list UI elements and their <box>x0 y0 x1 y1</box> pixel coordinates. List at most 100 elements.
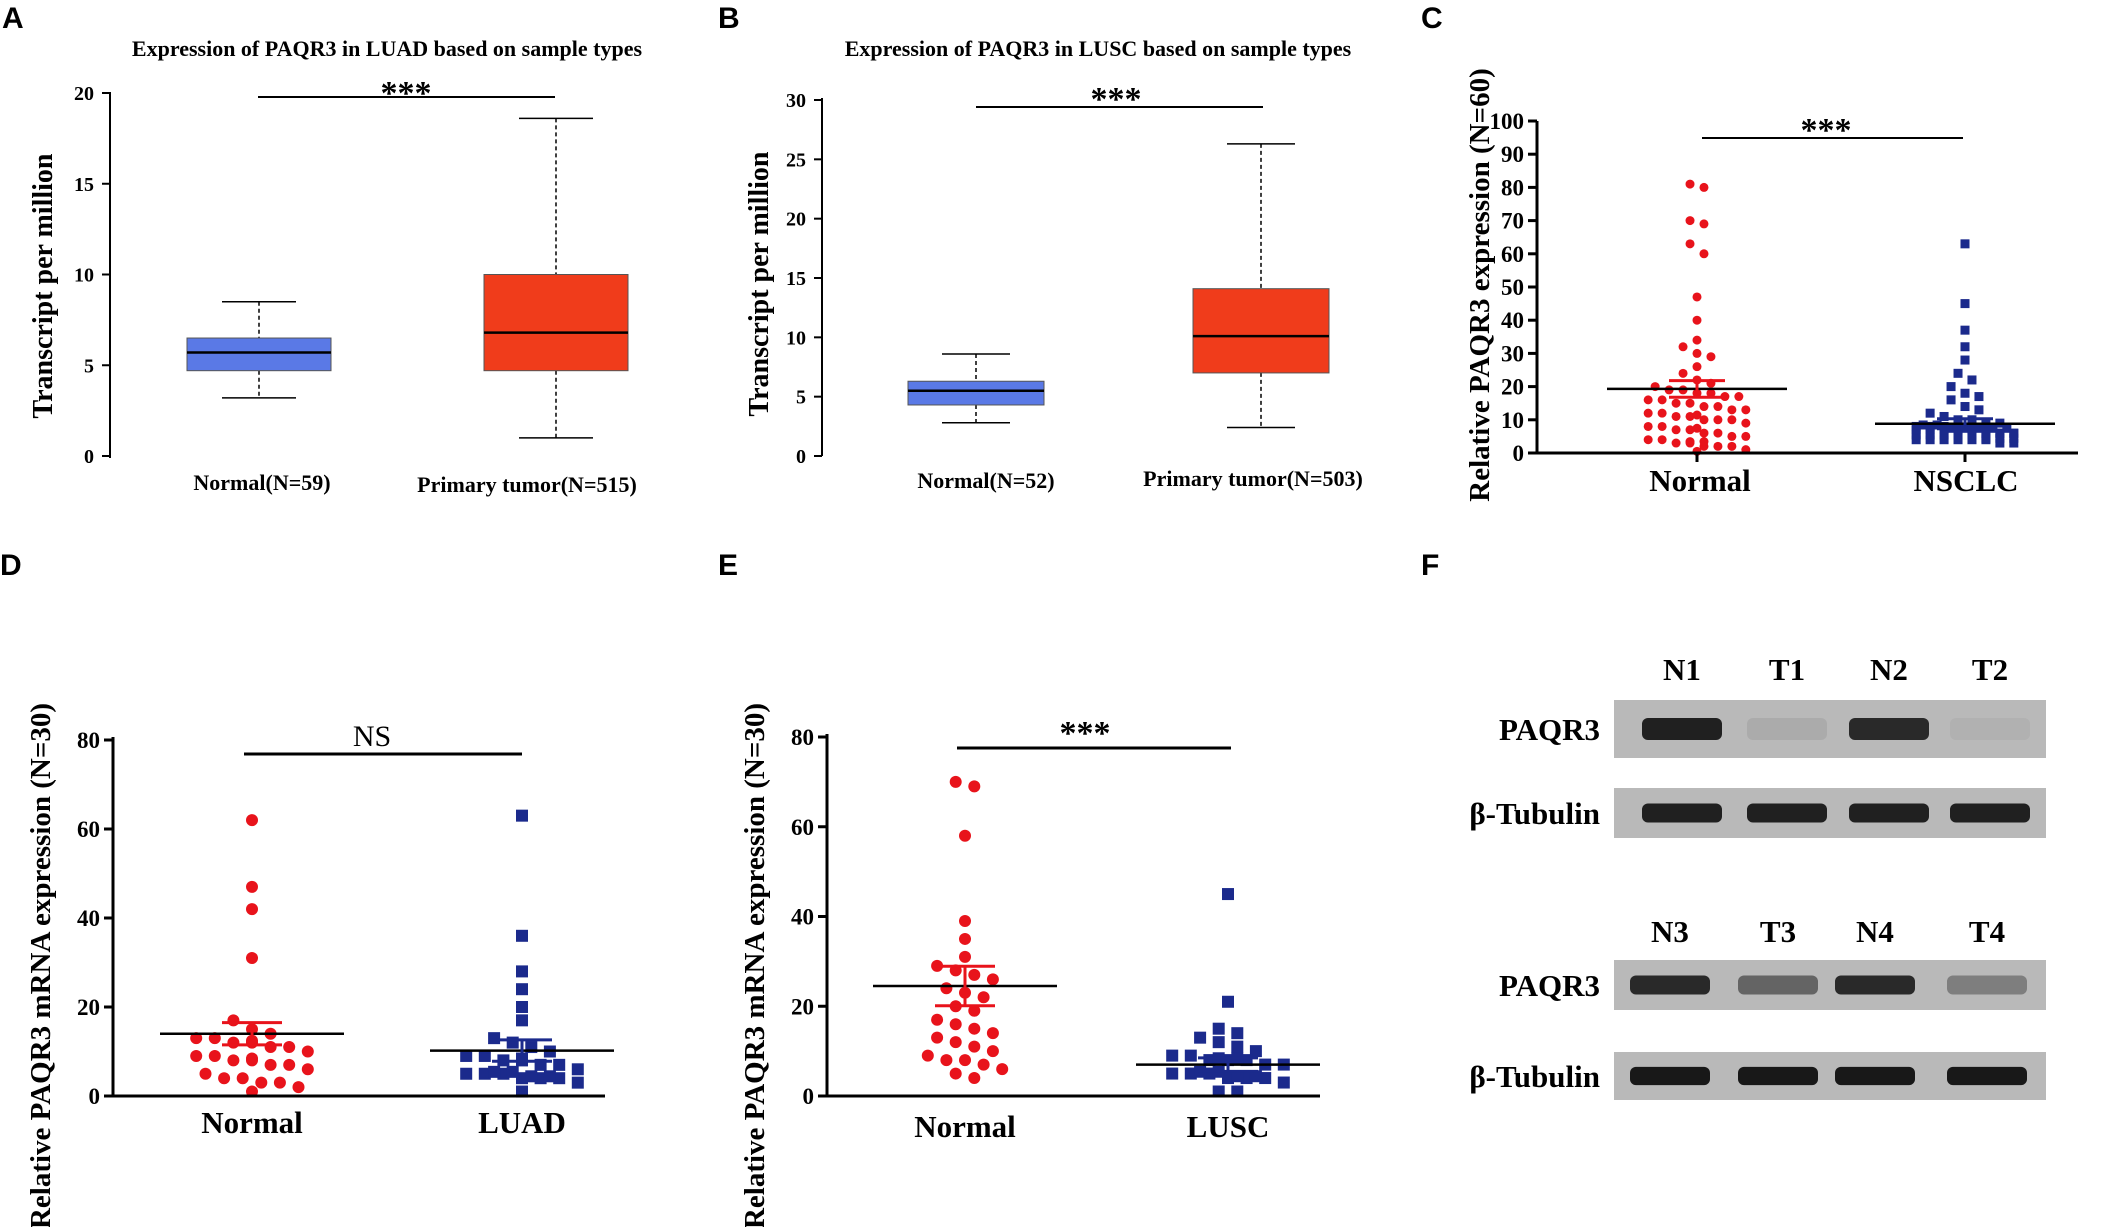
panel-e-stats <box>873 964 1320 1073</box>
panel-c-points <box>1643 179 2019 456</box>
data-point-nsclc <box>1911 430 1921 440</box>
data-point-normal <box>1692 410 1702 420</box>
data-point-normal <box>1692 362 1702 372</box>
data-point-normal <box>1713 428 1723 438</box>
data-point-normal <box>246 880 258 893</box>
data-point-normal <box>264 1058 277 1071</box>
y-tick-label: 40 <box>791 905 814 930</box>
data-point-luad <box>553 1058 566 1071</box>
y-tick-label: 0 <box>89 1084 101 1109</box>
data-point-nsclc <box>1967 420 1977 430</box>
data-point-normal <box>246 1052 258 1065</box>
data-point-nsclc <box>1911 435 1921 445</box>
y-tick-label: 0 <box>803 1084 815 1109</box>
blot-row-label: PAQR3 <box>1499 968 1600 1003</box>
panel-f-western-blots: N1 T1 N2 T2 PAQR3 β-Tubulin N3 T3 N4 T4 PAQR3 β-Tub… <box>1469 652 2046 1100</box>
y-tick-label: 20 <box>786 209 806 231</box>
data-point-normal <box>1699 415 1709 425</box>
y-tick-label: 15 <box>786 268 806 290</box>
data-point-normal <box>940 1054 953 1067</box>
data-point-nsclc <box>2009 438 2019 448</box>
panel-b-category-normal: Normal(N=52) <box>917 468 1054 493</box>
data-point-normal <box>1699 437 1709 447</box>
data-point-luad <box>516 1014 528 1027</box>
data-point-lusc <box>1222 1072 1234 1085</box>
y-tick-label: 10 <box>786 327 806 349</box>
data-point-normal <box>1671 398 1681 408</box>
data-point-nsclc <box>1939 435 1949 445</box>
data-point-normal <box>931 1013 944 1026</box>
data-point-normal <box>1734 392 1744 402</box>
data-point-normal <box>1685 398 1695 408</box>
y-tick-label: 90 <box>1501 142 1524 167</box>
data-point-lusc <box>1194 1031 1207 1044</box>
data-point-nsclc <box>1925 430 1935 440</box>
panel-a-y-label: Transcript per million <box>28 153 59 418</box>
data-point-nsclc <box>1981 428 1991 438</box>
panel-e-category-normal: Normal <box>914 1109 1016 1144</box>
blot-band <box>1630 975 1710 995</box>
blot-block: N1 T1 N2 T2 PAQR3 β-Tubulin <box>1469 652 2046 838</box>
data-point-normal <box>208 1032 221 1045</box>
data-point-normal <box>1713 415 1723 425</box>
blot-band <box>1849 803 1929 823</box>
y-tick-label: 10 <box>1501 408 1524 433</box>
data-point-nsclc <box>1953 420 1963 430</box>
box-iqr <box>907 380 1045 406</box>
data-point-luad <box>534 1072 547 1085</box>
y-tick-label: 20 <box>77 995 100 1020</box>
blot-band <box>1835 975 1915 995</box>
data-point-normal <box>1727 405 1737 415</box>
lane-label: T4 <box>1969 914 2005 949</box>
data-point-normal <box>1699 249 1709 259</box>
blot-band <box>1630 1066 1710 1086</box>
blot-band <box>1835 1066 1915 1086</box>
data-point-luad <box>516 983 528 996</box>
data-point-normal <box>208 1049 221 1062</box>
panel-e-points <box>921 775 1290 1098</box>
panel-b-title: Expression of PAQR3 in LUSC based on sam… <box>845 36 1352 61</box>
panel-b: B Expression of PAQR3 in LUSC based on s… <box>718 2 1363 493</box>
y-tick-label: 60 <box>77 817 100 842</box>
panel-b-category-tumor: Primary tumor(N=503) <box>1143 466 1363 491</box>
data-point-normal <box>1657 421 1667 431</box>
data-point-normal <box>986 1045 999 1058</box>
data-point-nsclc <box>1946 395 1956 405</box>
data-point-normal <box>959 829 971 842</box>
data-point-normal <box>1699 402 1709 412</box>
panel-a-category-tumor: Primary tumor(N=515) <box>417 472 637 497</box>
data-point-luad <box>497 1067 510 1080</box>
data-point-normal <box>1657 408 1667 418</box>
panel-c-significance: *** <box>1801 112 1852 149</box>
data-point-normal <box>1692 292 1702 302</box>
data-point-lusc <box>1240 1072 1253 1085</box>
data-point-nsclc <box>1946 382 1956 392</box>
panel-a-title: Expression of PAQR3 in LUAD based on sam… <box>132 36 643 61</box>
data-point-luad <box>571 1076 584 1089</box>
data-point-luad <box>488 1065 501 1078</box>
data-point-normal <box>292 1081 305 1094</box>
data-point-nsclc <box>1925 408 1935 418</box>
data-point-normal <box>255 1076 268 1089</box>
y-tick-label: 0 <box>1513 441 1525 466</box>
data-point-normal <box>227 1036 240 1049</box>
panel-b-y-label: Transcript per million <box>744 151 775 416</box>
data-point-luad <box>516 1072 528 1085</box>
y-tick-label: 70 <box>1501 209 1524 234</box>
y-tick-label: 15 <box>74 174 94 196</box>
data-point-lusc <box>1166 1067 1179 1080</box>
data-point-nsclc <box>1995 428 2005 438</box>
data-point-normal <box>949 1018 962 1031</box>
panel-d-stats <box>160 1021 614 1063</box>
data-point-nsclc <box>2002 423 2012 433</box>
y-tick-label: 10 <box>74 265 94 287</box>
data-point-normal <box>218 1072 231 1085</box>
data-point-normal <box>977 1058 990 1071</box>
panel-e-category-lusc: LUSC <box>1187 1109 1270 1144</box>
panel-a-significance: *** <box>381 75 432 112</box>
y-tick-label: 20 <box>791 994 814 1019</box>
panel-c-category-normal: Normal <box>1649 463 1751 498</box>
y-tick-label: 25 <box>786 149 806 171</box>
panel-a-category-normal: Normal(N=59) <box>193 470 330 495</box>
